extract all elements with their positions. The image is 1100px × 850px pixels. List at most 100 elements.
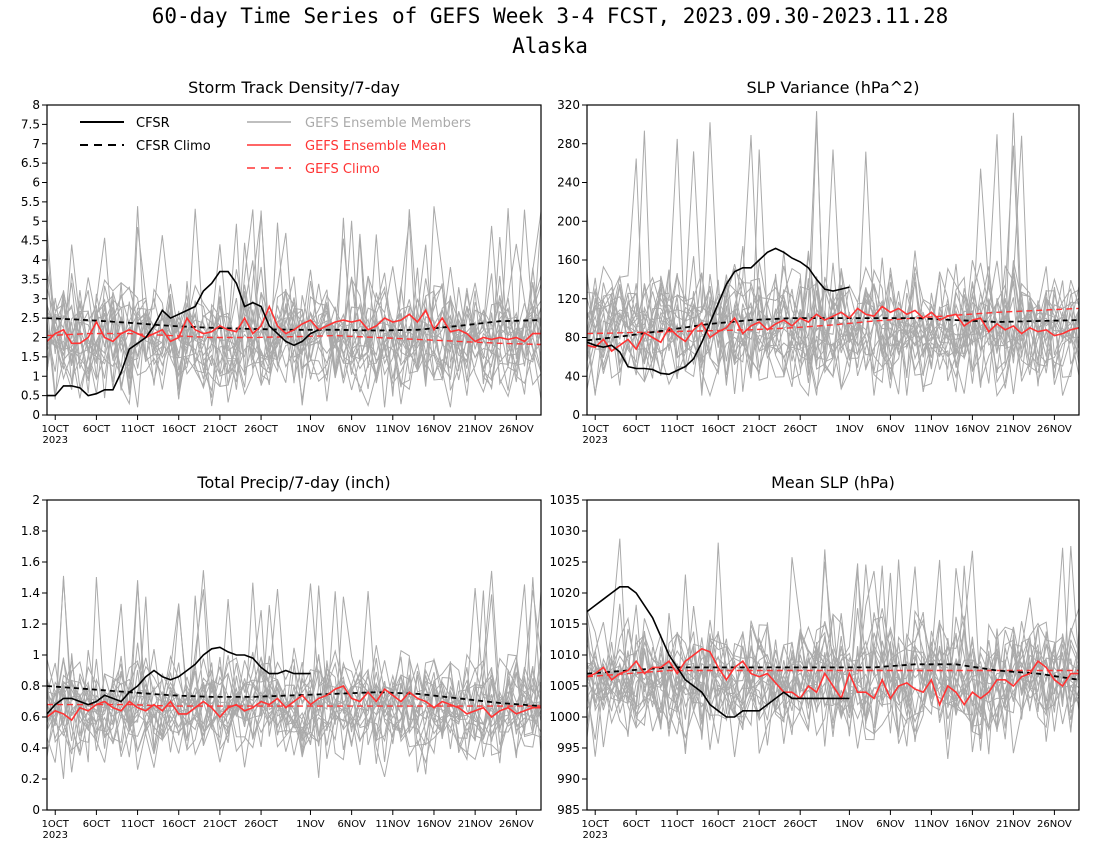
total-precip-member-line [47,570,541,744]
storm-track-ensemble-members [47,206,541,408]
slp-variance-ensemble-members [587,111,1079,398]
legend-members-label: GEFS Ensemble Members [305,116,471,131]
mean-slp-y-tick-label: 1030 [549,524,580,538]
total-precip-gefs-ensemble-mean-line [47,685,541,722]
mean-slp-x-tick-label: 11OCT [660,819,695,830]
storm-track-density-panel: Storm Track Density/7-day 0 0.5 1 1.5 2 2.5 3 3.… [21,78,542,446]
slp-variance-y-tick-label: 200 [557,214,580,228]
storm-track-x-tick-label: 16OCT [162,424,197,435]
mean-slp-title: Mean SLP (hPa) [771,473,895,492]
storm-track-member-line [47,277,541,406]
storm-track-x-tick-label: 11OCT [121,424,156,435]
storm-track-y-tick-label: 5 [32,214,40,228]
mean-slp-member-line [587,565,1079,743]
storm-track-x-tick-label: 11NOV [375,424,410,435]
storm-track-member-line [47,209,541,400]
storm-track-y-tick-label: 3.5 [21,272,40,286]
storm-track-x-tick-label: 6OCT [83,424,111,435]
slp-variance-gefs-ensemble-mean-line [587,305,1079,353]
storm-track-x-tick-label: 6NOV [337,424,366,435]
slp-variance-y-tick-label: 160 [557,253,580,267]
total-precip-gefs-climo-line [47,703,541,707]
total-precip-y-tick-label: 1.8 [21,524,40,538]
total-precip-x-tick-label: 1NOV [296,819,325,830]
slp-variance-member-line [587,130,1079,395]
storm-track-y-tick-label: 2 [32,331,40,345]
legend-cfsr-label: CFSR [136,116,170,131]
slp-variance-y-tick-label: 40 [565,369,580,383]
storm-track-y-tick-label: 4 [32,253,40,267]
mean-slp-panel: Mean SLP (hPa) 985 990 995 1000 1005 1010 1015 1… [549,473,1080,841]
mean-slp-member-line [587,611,1079,757]
mean-slp-y-tick-label: 1020 [549,586,580,600]
slp-variance-member-line [587,168,1079,395]
slp-variance-x-tick-label: 6OCT [623,424,651,435]
mean-slp-x-tick-label: 21OCT [742,819,777,830]
slp-variance-x-tick-label: 16OCT [701,424,736,435]
total-precip-x-tick-label: 6OCT [83,819,111,830]
slp-variance-x-tick-label: 16NOV [955,424,990,435]
slp-variance-gefs-climo-line [587,307,1079,335]
slp-variance-panel: SLP Variance (hPa^2) 0 40 80 120 160 200 240 280… [557,78,1080,446]
storm-track-y-tick-label: 6.5 [21,156,40,170]
slp-variance-x-tick-label: 26NOV [1037,424,1072,435]
storm-track-y-tick-label: 7.5 [21,117,40,131]
storm-track-cfsr-line [47,270,320,397]
storm-track-member-line [47,209,541,408]
slp-variance-y-tick-label: 280 [557,137,580,151]
mean-slp-x-tick-label: 6NOV [876,819,905,830]
legend-mean-label: GEFS Ensemble Mean [305,139,446,154]
storm-track-y-tick-label: 2.5 [21,311,40,325]
total-precip-member-line [47,591,541,778]
mean-slp-x-tick-label: 26NOV [1037,819,1072,830]
slp-variance-y-tick-label: 320 [557,98,580,112]
storm-track-title: Storm Track Density/7-day [188,78,400,97]
total-precip-x-tick-label: 11NOV [375,819,410,830]
total-precip-member-line [47,653,541,773]
total-precip-x-tick-label: 16OCT [162,819,197,830]
total-precip-x-tick-label: 26NOV [499,819,534,830]
storm-track-x-tick-label: 21OCT [203,424,238,435]
storm-track-x-tick-label: 26OCT [244,424,279,435]
mean-slp-x-tick-label: 16OCT [701,819,736,830]
total-precip-x-tick-label: 1OCT [42,819,70,830]
mean-slp-x-tick-label: 1OCT [582,819,610,830]
total-precip-member-line [47,570,541,766]
total-precip-x-tick-label: 16NOV [417,819,452,830]
slp-variance-member-line [587,263,1079,398]
mean-slp-y-tick-label: 985 [557,803,580,817]
mean-slp-y-tick-label: 1005 [549,679,580,693]
total-precip-member-line [47,583,541,770]
mean-slp-cfsr-line [587,585,850,718]
mean-slp-y-tick-label: 990 [557,772,580,786]
storm-track-member-line [47,206,541,403]
slp-variance-x-tick-label: 21OCT [742,424,777,435]
storm-track-x-tick-label: 26NOV [499,424,534,435]
total-precip-x-year-label: 2023 [43,830,68,841]
total-precip-y-tick-label: 1.2 [21,617,40,631]
slp-variance-x-tick-label: 11NOV [914,424,949,435]
mean-slp-member-line [587,547,1079,749]
slp-variance-cfsr-climo-line [587,317,1079,342]
total-precip-y-tick-label: 0.6 [21,710,40,724]
mean-slp-y-tick-label: 995 [557,741,580,755]
slp-variance-title: SLP Variance (hPa^2) [747,78,920,97]
total-precip-cfsr-line [47,646,311,715]
total-precip-x-tick-label: 26OCT [244,819,279,830]
mean-slp-y-tick-label: 1010 [549,648,580,662]
mean-slp-member-line [587,557,1079,755]
slp-variance-x-tick-label: 1NOV [835,424,864,435]
slp-variance-x-tick-label: 26OCT [783,424,818,435]
mean-slp-cfsr-climo-line [587,663,1079,681]
mean-slp-x-tick-label: 11NOV [914,819,949,830]
mean-slp-gefs-ensemble-mean-line [587,647,1079,707]
total-precip-x-tick-label: 21OCT [203,819,238,830]
storm-track-gefs-ensemble-mean-line [47,304,541,345]
storm-track-y-tick-label: 1 [32,369,40,383]
slp-variance-member-line [587,250,1079,390]
mean-slp-x-tick-label: 21NOV [996,819,1031,830]
storm-track-y-tick-label: 1.5 [21,350,40,364]
slp-variance-member-line [587,119,1079,391]
slp-variance-x-year-label: 2023 [582,435,607,446]
slp-variance-y-tick-label: 120 [557,292,580,306]
